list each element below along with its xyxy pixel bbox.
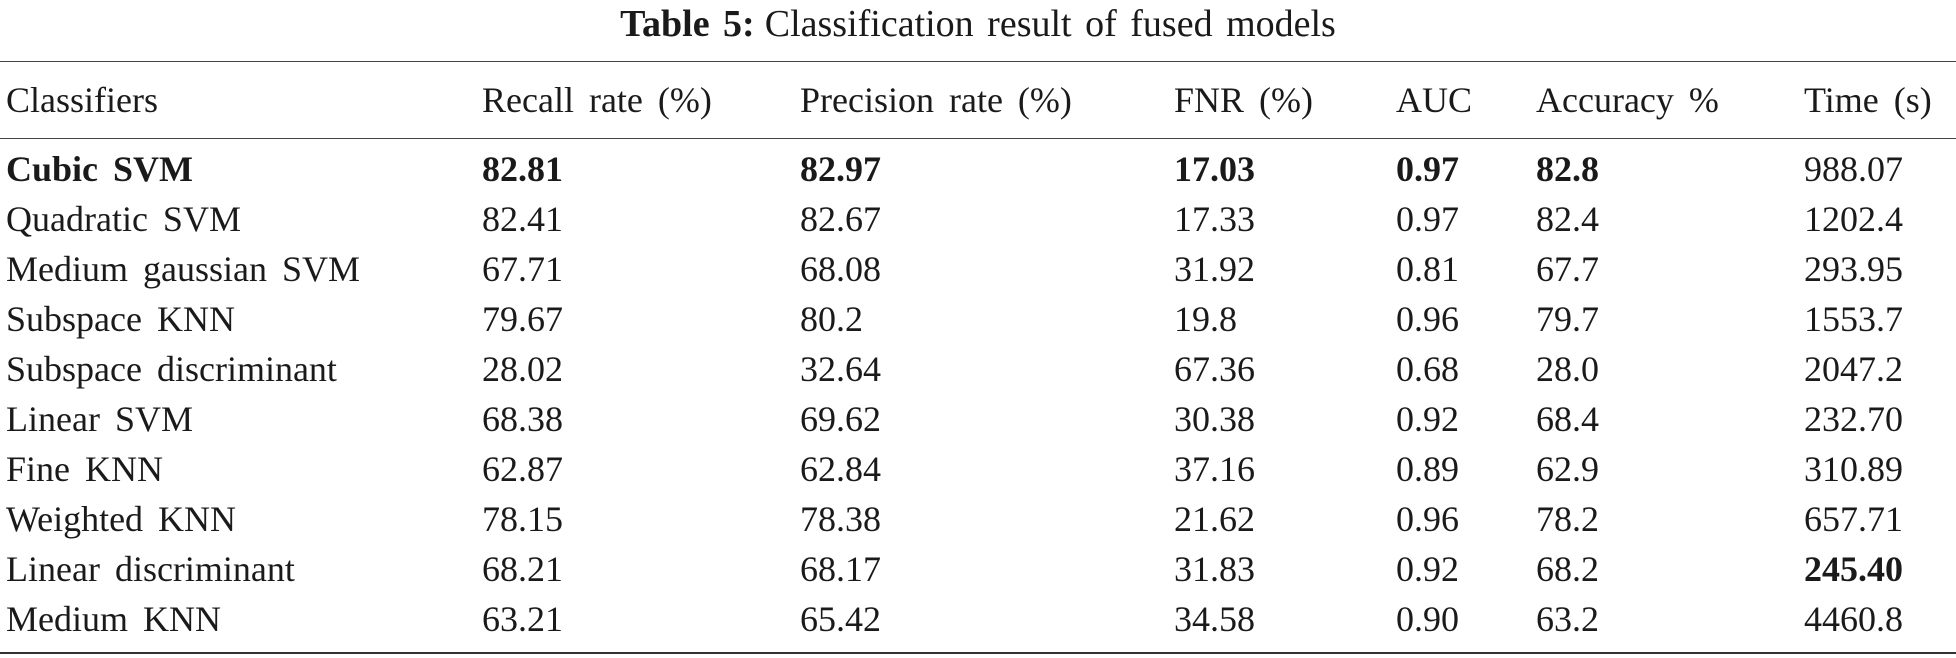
table-row: Medium gaussian SVM 67.71 68.08 31.92 0.81 67… — [0, 244, 1956, 294]
metric-cell: 30.38 — [1174, 399, 1255, 439]
metric-cell: 0.96 — [1396, 299, 1459, 339]
metric-cell: 78.2 — [1536, 499, 1599, 539]
metric-cell: 78.15 — [482, 499, 563, 539]
header-cell: Accuracy % — [1536, 80, 1719, 120]
metric-cell: 68.2 — [1536, 549, 1599, 589]
classifier-name-cell: Cubic SVM — [6, 149, 194, 189]
classifier-name-cell: Fine KNN — [6, 449, 163, 489]
table-body: Cubic SVM 82.81 82.97 17.03 0.97 82.8 988.07 Qu… — [0, 138, 1956, 644]
table-row: Cubic SVM 82.81 82.97 17.03 0.97 82.8 988.07 — [0, 138, 1956, 194]
metric-cell: 4460.8 — [1804, 599, 1903, 639]
classifier-name-cell: Weighted KNN — [6, 499, 237, 539]
metric-cell: 0.97 — [1396, 199, 1459, 239]
metric-cell: 657.71 — [1804, 499, 1903, 539]
header-cell: Classifiers — [6, 80, 158, 120]
metric-cell: 68.38 — [482, 399, 563, 439]
metric-cell: 63.2 — [1536, 599, 1599, 639]
top-rule — [0, 61, 1956, 62]
metric-cell: 82.81 — [482, 149, 563, 189]
metric-cell: 0.81 — [1396, 249, 1459, 289]
metric-cell: 68.4 — [1536, 399, 1599, 439]
header-cell: AUC — [1396, 80, 1473, 120]
metric-cell: 1202.4 — [1804, 199, 1903, 239]
metric-cell: 62.84 — [800, 449, 881, 489]
header-cell: FNR (%) — [1174, 80, 1313, 120]
metric-cell: 63.21 — [482, 599, 563, 639]
table-row: Linear discriminant 68.21 68.17 31.83 0.92 68… — [0, 544, 1956, 594]
metric-cell: 78.38 — [800, 499, 881, 539]
metric-cell: 80.2 — [800, 299, 863, 339]
metric-cell: 293.95 — [1804, 249, 1903, 289]
metric-cell: 17.03 — [1174, 149, 1255, 189]
metric-cell: 17.33 — [1174, 199, 1255, 239]
metric-cell: 245.40 — [1804, 549, 1903, 589]
metric-cell: 0.96 — [1396, 499, 1459, 539]
table-row: Quadratic SVM 82.41 82.67 17.33 0.97 82.4 1202… — [0, 194, 1956, 244]
metric-cell: 82.97 — [800, 149, 881, 189]
table-caption-label: Table 5: — [620, 3, 755, 45]
table-row: Fine KNN 62.87 62.84 37.16 0.89 62.9 310.89 — [0, 444, 1956, 494]
metric-cell: 232.70 — [1804, 399, 1903, 439]
metric-cell: 28.02 — [482, 349, 563, 389]
metric-cell: 31.92 — [1174, 249, 1255, 289]
metric-cell: 0.92 — [1396, 399, 1459, 439]
metric-cell: 310.89 — [1804, 449, 1903, 489]
metric-cell: 68.08 — [800, 249, 881, 289]
metric-cell: 62.87 — [482, 449, 563, 489]
metric-cell: 28.0 — [1536, 349, 1599, 389]
table-row: Subspace KNN 79.67 80.2 19.8 0.96 79.7 1553.7 — [0, 294, 1956, 344]
metric-cell: 988.07 — [1804, 149, 1903, 189]
metric-cell: 62.9 — [1536, 449, 1599, 489]
classifier-name-cell: Subspace KNN — [6, 299, 235, 339]
metric-cell: 0.68 — [1396, 349, 1459, 389]
table-caption: Table 5: Classification result of fused m… — [0, 0, 1956, 48]
metric-cell: 82.67 — [800, 199, 881, 239]
classifier-name-cell: Linear discriminant — [6, 549, 295, 589]
metric-cell: 67.7 — [1536, 249, 1599, 289]
results-table: Classifiers Recall rate (%) Precision ra… — [0, 62, 1956, 644]
metric-cell: 1553.7 — [1804, 299, 1903, 339]
metric-cell: 31.83 — [1174, 549, 1255, 589]
metric-cell: 79.67 — [482, 299, 563, 339]
table-row: Weighted KNN 78.15 78.38 21.62 0.96 78.2 657.7… — [0, 494, 1956, 544]
metric-cell: 0.90 — [1396, 599, 1459, 639]
metric-cell: 67.36 — [1174, 349, 1255, 389]
metric-cell: 32.64 — [800, 349, 881, 389]
metric-cell: 82.4 — [1536, 199, 1599, 239]
classifier-name-cell: Medium gaussian SVM — [6, 249, 360, 289]
classifier-name-cell: Medium KNN — [6, 599, 221, 639]
table-row: Subspace discriminant 28.02 32.64 67.36 0.68… — [0, 344, 1956, 394]
metric-cell: 82.8 — [1536, 149, 1599, 189]
header-row: Classifiers Recall rate (%) Precision ra… — [0, 62, 1956, 138]
classifier-name-cell: Subspace discriminant — [6, 349, 337, 389]
metric-cell: 79.7 — [1536, 299, 1599, 339]
metric-cell: 65.42 — [800, 599, 881, 639]
metric-cell: 0.89 — [1396, 449, 1459, 489]
metric-cell: 0.97 — [1396, 149, 1459, 189]
header-cell: Time (s) — [1804, 80, 1932, 120]
table-row: Linear SVM 68.38 69.62 30.38 0.92 68.4 232.70 — [0, 394, 1956, 444]
table-caption-text: Classification result of fused models — [764, 3, 1336, 45]
metric-cell: 0.92 — [1396, 549, 1459, 589]
metric-cell: 2047.2 — [1804, 349, 1903, 389]
metric-cell: 34.58 — [1174, 599, 1255, 639]
metric-cell: 21.62 — [1174, 499, 1255, 539]
metric-cell: 19.8 — [1174, 299, 1237, 339]
header-cell: Precision rate (%) — [800, 80, 1072, 120]
metric-cell: 37.16 — [1174, 449, 1255, 489]
metric-cell: 82.41 — [482, 199, 563, 239]
metric-cell: 68.21 — [482, 549, 563, 589]
classifier-name-cell: Linear SVM — [6, 399, 193, 439]
metric-cell: 68.17 — [800, 549, 881, 589]
metric-cell: 67.71 — [482, 249, 563, 289]
header-rule — [0, 138, 1956, 139]
bottom-rule — [0, 652, 1956, 654]
metric-cell: 69.62 — [800, 399, 881, 439]
classifier-name-cell: Quadratic SVM — [6, 199, 241, 239]
header-cell: Recall rate (%) — [482, 80, 712, 120]
table-row: Medium KNN 63.21 65.42 34.58 0.90 63.2 4460.8 — [0, 594, 1956, 644]
